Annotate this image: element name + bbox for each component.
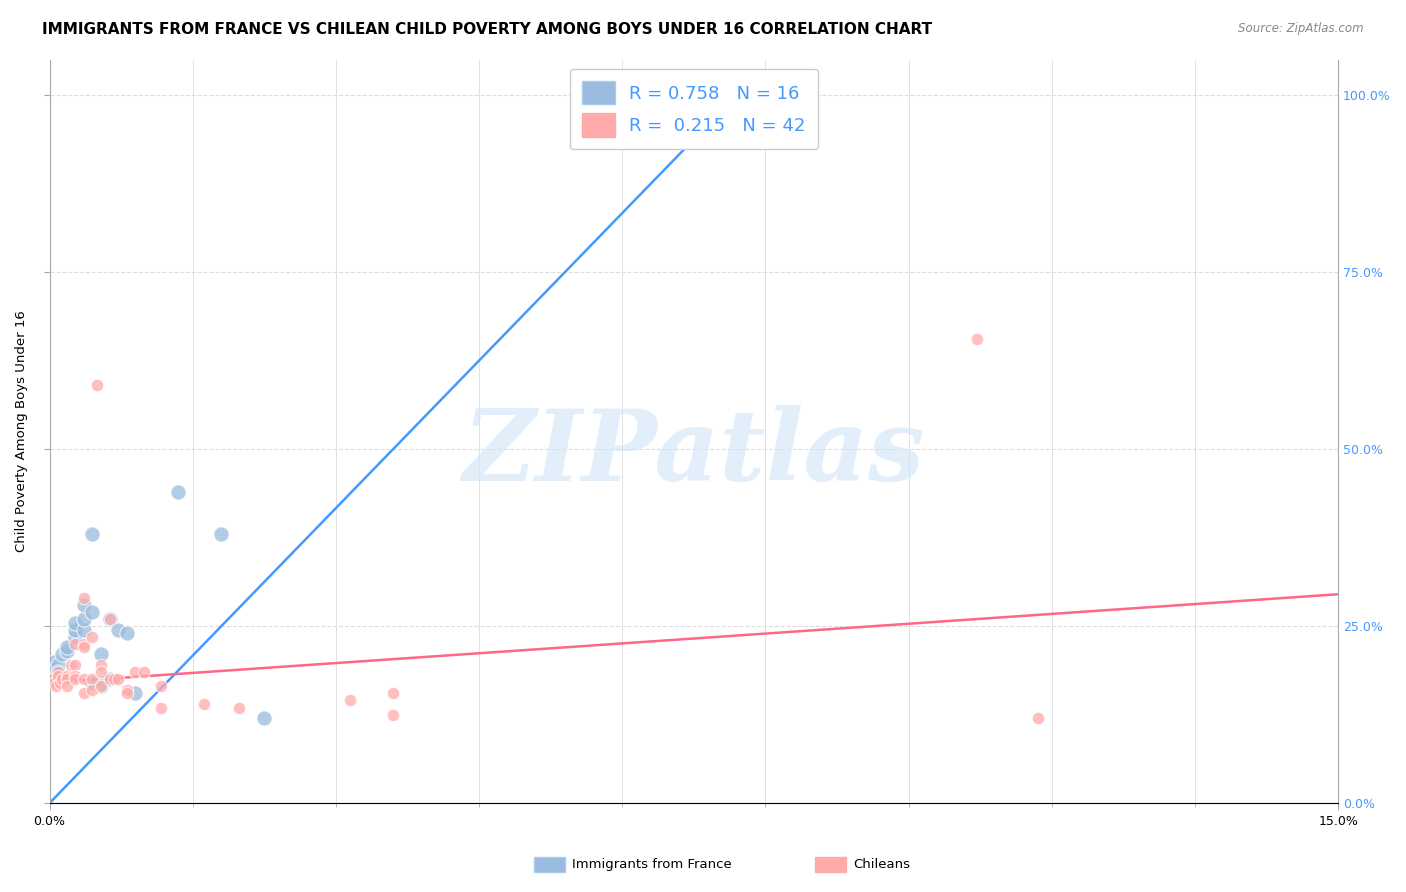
Point	[55, 668, 77, 682]
Point	[65, 630, 87, 644]
Point	[98, 672, 121, 686]
Text: Source: ZipAtlas.com: Source: ZipAtlas.com	[1239, 22, 1364, 36]
Point	[46, 665, 69, 680]
Point	[73, 640, 96, 655]
Point	[73, 672, 96, 686]
Point	[90, 679, 112, 693]
Point	[82, 682, 104, 697]
Point	[90, 648, 112, 662]
Point	[45, 679, 67, 693]
Point	[124, 665, 146, 680]
Point	[73, 637, 96, 651]
Point	[46, 665, 69, 680]
Point	[49, 675, 72, 690]
Point	[228, 700, 250, 714]
Point	[107, 623, 129, 637]
Point	[115, 626, 138, 640]
Point	[60, 658, 83, 673]
Point	[90, 658, 112, 673]
Point	[339, 693, 361, 707]
Point	[98, 672, 121, 686]
Point	[46, 668, 69, 682]
Point	[65, 658, 87, 673]
Point	[55, 640, 77, 655]
Point	[73, 612, 96, 626]
Point	[86, 378, 108, 392]
Text: ZIPatlas: ZIPatlas	[463, 406, 925, 502]
Point	[51, 648, 73, 662]
Point	[55, 679, 77, 693]
Point	[82, 675, 104, 690]
Point	[82, 605, 104, 619]
Point	[45, 662, 67, 676]
Point	[41, 672, 63, 686]
Point	[55, 672, 77, 686]
Point	[65, 637, 87, 651]
Point	[107, 672, 129, 686]
Point	[966, 332, 988, 346]
Legend: R = 0.758   N = 16, R =  0.215   N = 42: R = 0.758 N = 16, R = 0.215 N = 42	[569, 69, 818, 149]
Point	[124, 686, 146, 700]
Text: IMMIGRANTS FROM FRANCE VS CHILEAN CHILD POVERTY AMONG BOYS UNDER 16 CORRELATION : IMMIGRANTS FROM FRANCE VS CHILEAN CHILD …	[42, 22, 932, 37]
Point	[103, 672, 125, 686]
Point	[55, 644, 77, 658]
Point	[42, 655, 65, 669]
Point	[132, 665, 155, 680]
Point	[82, 630, 104, 644]
Point	[65, 668, 87, 682]
Point	[73, 591, 96, 605]
Point	[90, 665, 112, 680]
Text: Immigrants from France: Immigrants from France	[572, 858, 733, 871]
Point	[98, 612, 121, 626]
Point	[73, 623, 96, 637]
Point	[82, 672, 104, 686]
Point	[1026, 711, 1049, 725]
Point	[167, 484, 190, 499]
Point	[150, 700, 173, 714]
Point	[150, 679, 173, 693]
Text: Chileans: Chileans	[853, 858, 911, 871]
Point	[82, 527, 104, 541]
Point	[382, 707, 405, 722]
Point	[51, 672, 73, 686]
Point	[382, 686, 405, 700]
Point	[90, 679, 112, 693]
Point	[683, 85, 706, 99]
Point	[65, 623, 87, 637]
Point	[73, 686, 96, 700]
Point	[209, 527, 232, 541]
Point	[193, 697, 215, 711]
Point	[769, 85, 792, 99]
Y-axis label: Child Poverty Among Boys Under 16: Child Poverty Among Boys Under 16	[15, 310, 28, 552]
Point	[65, 672, 87, 686]
Point	[115, 686, 138, 700]
Point	[98, 612, 121, 626]
Point	[42, 675, 65, 690]
Point	[253, 711, 276, 725]
Point	[73, 598, 96, 612]
Point	[115, 682, 138, 697]
Point	[46, 658, 69, 673]
Point	[65, 615, 87, 630]
